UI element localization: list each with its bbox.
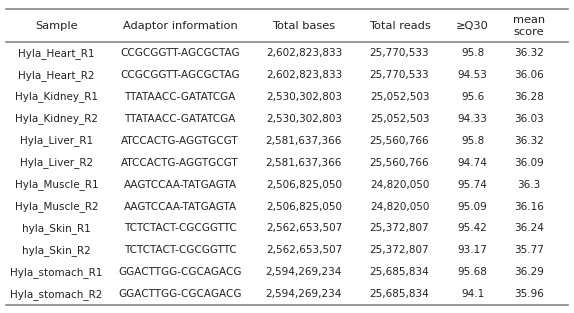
- Text: 93.17: 93.17: [457, 245, 487, 255]
- Text: TTATAACC-GATATCGA: TTATAACC-GATATCGA: [125, 92, 236, 102]
- Text: Hyla_Muscle_R2: Hyla_Muscle_R2: [14, 201, 98, 212]
- Text: Hyla_Kidney_R1: Hyla_Kidney_R1: [15, 92, 98, 102]
- Text: Hyla_Kidney_R2: Hyla_Kidney_R2: [15, 114, 98, 124]
- Text: 25,685,834: 25,685,834: [370, 289, 429, 299]
- Text: TCTCTACT-CGCGGTTC: TCTCTACT-CGCGGTTC: [124, 223, 236, 233]
- Text: 94.53: 94.53: [457, 70, 487, 80]
- Text: 25,685,834: 25,685,834: [370, 267, 429, 277]
- Text: 2,602,823,833: 2,602,823,833: [266, 70, 342, 80]
- Text: 36.24: 36.24: [514, 223, 544, 233]
- Text: Hyla_Liver_R1: Hyla_Liver_R1: [20, 136, 93, 146]
- Text: hyla_Skin_R2: hyla_Skin_R2: [22, 245, 91, 256]
- Text: 36.28: 36.28: [514, 92, 544, 102]
- Text: ATCCACTG-AGGTGCGT: ATCCACTG-AGGTGCGT: [121, 158, 239, 168]
- Text: Hyla_stomach_R1: Hyla_stomach_R1: [10, 267, 103, 278]
- Text: 2,602,823,833: 2,602,823,833: [266, 48, 342, 58]
- Text: Total reads: Total reads: [369, 21, 430, 31]
- Text: 95.09: 95.09: [457, 202, 487, 212]
- Text: 36.06: 36.06: [514, 70, 544, 80]
- Text: 94.1: 94.1: [461, 289, 484, 299]
- Text: Hyla_Heart_R1: Hyla_Heart_R1: [18, 48, 95, 59]
- Text: 25,372,807: 25,372,807: [370, 223, 429, 233]
- Text: 2,506,825,050: 2,506,825,050: [266, 202, 342, 212]
- Text: AAGTCCAA-TATGAGTA: AAGTCCAA-TATGAGTA: [123, 180, 236, 190]
- Text: Hyla_stomach_R2: Hyla_stomach_R2: [10, 289, 103, 300]
- Text: 25,372,807: 25,372,807: [370, 245, 429, 255]
- Text: 25,052,503: 25,052,503: [370, 92, 429, 102]
- Text: 2,530,302,803: 2,530,302,803: [266, 92, 342, 102]
- Text: 2,506,825,050: 2,506,825,050: [266, 180, 342, 190]
- Text: Sample: Sample: [35, 21, 77, 31]
- Text: Hyla_Heart_R2: Hyla_Heart_R2: [18, 70, 95, 80]
- Text: 95.8: 95.8: [461, 48, 484, 58]
- Text: 2,594,269,234: 2,594,269,234: [266, 267, 342, 277]
- Text: 35.96: 35.96: [514, 289, 544, 299]
- Text: 36.32: 36.32: [514, 136, 544, 146]
- Text: 95.8: 95.8: [461, 136, 484, 146]
- Text: 36.32: 36.32: [514, 48, 544, 58]
- Text: TTATAACC-GATATCGA: TTATAACC-GATATCGA: [125, 114, 236, 124]
- Text: Hyla_Liver_R2: Hyla_Liver_R2: [20, 157, 93, 168]
- Text: ATCCACTG-AGGTGCGT: ATCCACTG-AGGTGCGT: [121, 136, 239, 146]
- Text: 24,820,050: 24,820,050: [370, 180, 429, 190]
- Text: 36.16: 36.16: [514, 202, 544, 212]
- Text: 36.03: 36.03: [514, 114, 544, 124]
- Text: 95.74: 95.74: [457, 180, 487, 190]
- Text: mean
score: mean score: [513, 15, 545, 37]
- Text: 24,820,050: 24,820,050: [370, 202, 429, 212]
- Text: 95.68: 95.68: [457, 267, 487, 277]
- Text: GGACTTGG-CGCAGACG: GGACTTGG-CGCAGACG: [118, 267, 242, 277]
- Text: 35.77: 35.77: [514, 245, 544, 255]
- Text: 36.29: 36.29: [514, 267, 544, 277]
- Text: 25,052,503: 25,052,503: [370, 114, 429, 124]
- Text: TCTCTACT-CGCGGTTC: TCTCTACT-CGCGGTTC: [124, 245, 236, 255]
- Text: 36.09: 36.09: [514, 158, 544, 168]
- Text: 25,560,766: 25,560,766: [370, 158, 429, 168]
- Text: Hyla_Muscle_R1: Hyla_Muscle_R1: [14, 179, 98, 190]
- Text: 36.3: 36.3: [517, 180, 541, 190]
- Text: 2,530,302,803: 2,530,302,803: [266, 114, 342, 124]
- Text: hyla_Skin_R1: hyla_Skin_R1: [22, 223, 91, 234]
- Text: 95.6: 95.6: [461, 92, 484, 102]
- Text: 94.74: 94.74: [457, 158, 487, 168]
- Text: 2,581,637,366: 2,581,637,366: [266, 158, 342, 168]
- Text: CCGCGGTT-AGCGCTAG: CCGCGGTT-AGCGCTAG: [121, 70, 240, 80]
- Text: Total bases: Total bases: [272, 21, 335, 31]
- Text: CCGCGGTT-AGCGCTAG: CCGCGGTT-AGCGCTAG: [121, 48, 240, 58]
- Text: 25,560,766: 25,560,766: [370, 136, 429, 146]
- Text: 2,594,269,234: 2,594,269,234: [266, 289, 342, 299]
- Text: 2,562,653,507: 2,562,653,507: [266, 223, 342, 233]
- Text: AAGTCCAA-TATGAGTA: AAGTCCAA-TATGAGTA: [123, 202, 236, 212]
- Text: 25,770,533: 25,770,533: [370, 70, 429, 80]
- Text: 2,562,653,507: 2,562,653,507: [266, 245, 342, 255]
- Text: ≥Q30: ≥Q30: [456, 21, 489, 31]
- Text: GGACTTGG-CGCAGACG: GGACTTGG-CGCAGACG: [118, 289, 242, 299]
- Text: 2,581,637,366: 2,581,637,366: [266, 136, 342, 146]
- Text: 95.42: 95.42: [457, 223, 487, 233]
- Text: 94.33: 94.33: [457, 114, 487, 124]
- Text: 25,770,533: 25,770,533: [370, 48, 429, 58]
- Text: Adaptor information: Adaptor information: [123, 21, 238, 31]
